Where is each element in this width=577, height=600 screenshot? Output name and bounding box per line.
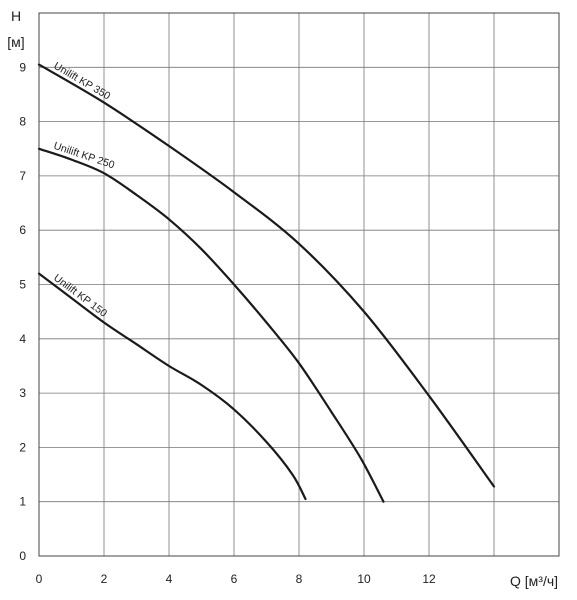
series-line-kp-250 — [37, 147, 385, 503]
y-tick-label: 4 — [19, 332, 26, 346]
x-tick-label: 6 — [231, 572, 238, 586]
y-tick-label: 9 — [19, 60, 26, 74]
y-tick-label: 6 — [19, 223, 26, 237]
series-line-kp-150 — [37, 272, 307, 501]
y-tick-label: 0 — [19, 549, 26, 563]
y-axis-title-line2: [м] — [7, 34, 24, 50]
x-tick-label: 2 — [101, 572, 108, 586]
plot-frame — [38, 12, 560, 557]
x-axis-title: Q [м³/ч] — [510, 573, 558, 589]
x-tick-label: 0 — [36, 572, 43, 586]
y-tick-label: 2 — [19, 440, 26, 454]
series-line-kp-350 — [37, 63, 496, 488]
grid — [38, 12, 560, 557]
y-tick-label: 1 — [19, 495, 26, 509]
y-tick-label: 8 — [19, 115, 26, 129]
series-label-kp-350: Unilift KP 350 — [52, 60, 113, 102]
x-tick-label: 4 — [166, 572, 173, 586]
y-tick-label: 3 — [19, 386, 26, 400]
series-label-kp-150: Unilift KP 150 — [51, 272, 109, 320]
x-tick-label: 12 — [422, 572, 436, 586]
y-axis-title-line1: H — [11, 8, 21, 24]
y-tick-label: 5 — [19, 278, 26, 292]
x-tick-label: 8 — [296, 572, 303, 586]
x-tick-label: 10 — [357, 572, 371, 586]
y-tick-label: 7 — [19, 169, 26, 183]
curves — [37, 63, 496, 503]
